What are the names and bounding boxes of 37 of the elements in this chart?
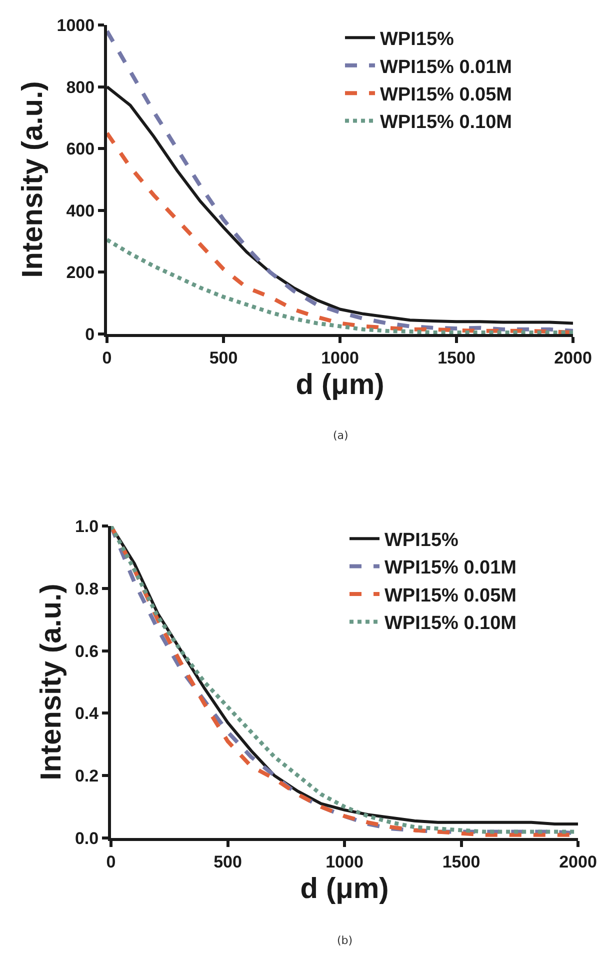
x-tick-label: 2000 [559, 852, 597, 872]
x-tick-label: 0 [102, 348, 112, 368]
y-tick-label: 400 [66, 201, 95, 220]
y-tick-label: 200 [66, 263, 95, 282]
x-tick-label: 500 [209, 348, 238, 368]
legend-label: WPI15% 0.01M [384, 558, 516, 579]
y-tick-label: 0 [85, 324, 95, 344]
y-tick-label: 800 [66, 78, 95, 97]
legend-label: WPI15% 0.01M [380, 56, 512, 78]
y-tick-label: 0.2 [74, 766, 99, 786]
y-tick-label: 0.6 [74, 642, 99, 661]
y-tick-label: 600 [66, 140, 95, 159]
x-tick-label: 0 [106, 852, 116, 872]
text: (b) [337, 934, 353, 947]
x-tick-label: 1500 [442, 852, 480, 872]
text: (a) [333, 429, 348, 442]
legend-label: WPI15% 0.10M [380, 112, 512, 134]
x-tick-label: 500 [214, 852, 242, 872]
legend-label: WPI15% 0.05M [384, 585, 516, 606]
x-tick-label: 2000 [554, 348, 592, 368]
y-tick-label: 0.4 [74, 704, 100, 724]
y-axis-title: Intensity (a.u.) [17, 81, 50, 278]
x-tick-label: 1000 [321, 348, 359, 368]
legend-label: WPI15% [380, 29, 454, 50]
y-tick-label: 0.0 [74, 828, 99, 848]
y-tick-label: 1.0 [74, 516, 99, 536]
x-axis-title: d (μm) [296, 369, 384, 402]
legend-label: WPI15% [384, 530, 459, 552]
y-tick-label: 1000 [56, 16, 95, 35]
x-axis-title: d (μm) [300, 873, 389, 906]
y-tick-label: 0.8 [74, 579, 99, 598]
legend-label: WPI15% 0.10M [384, 613, 516, 634]
legend-label: WPI15% 0.05M [380, 84, 512, 106]
line-series [107, 238, 573, 334]
x-tick-label: 1500 [438, 348, 476, 368]
x-tick-label: 1000 [326, 852, 364, 872]
y-axis-title: Intensity (a.u.) [35, 584, 68, 780]
